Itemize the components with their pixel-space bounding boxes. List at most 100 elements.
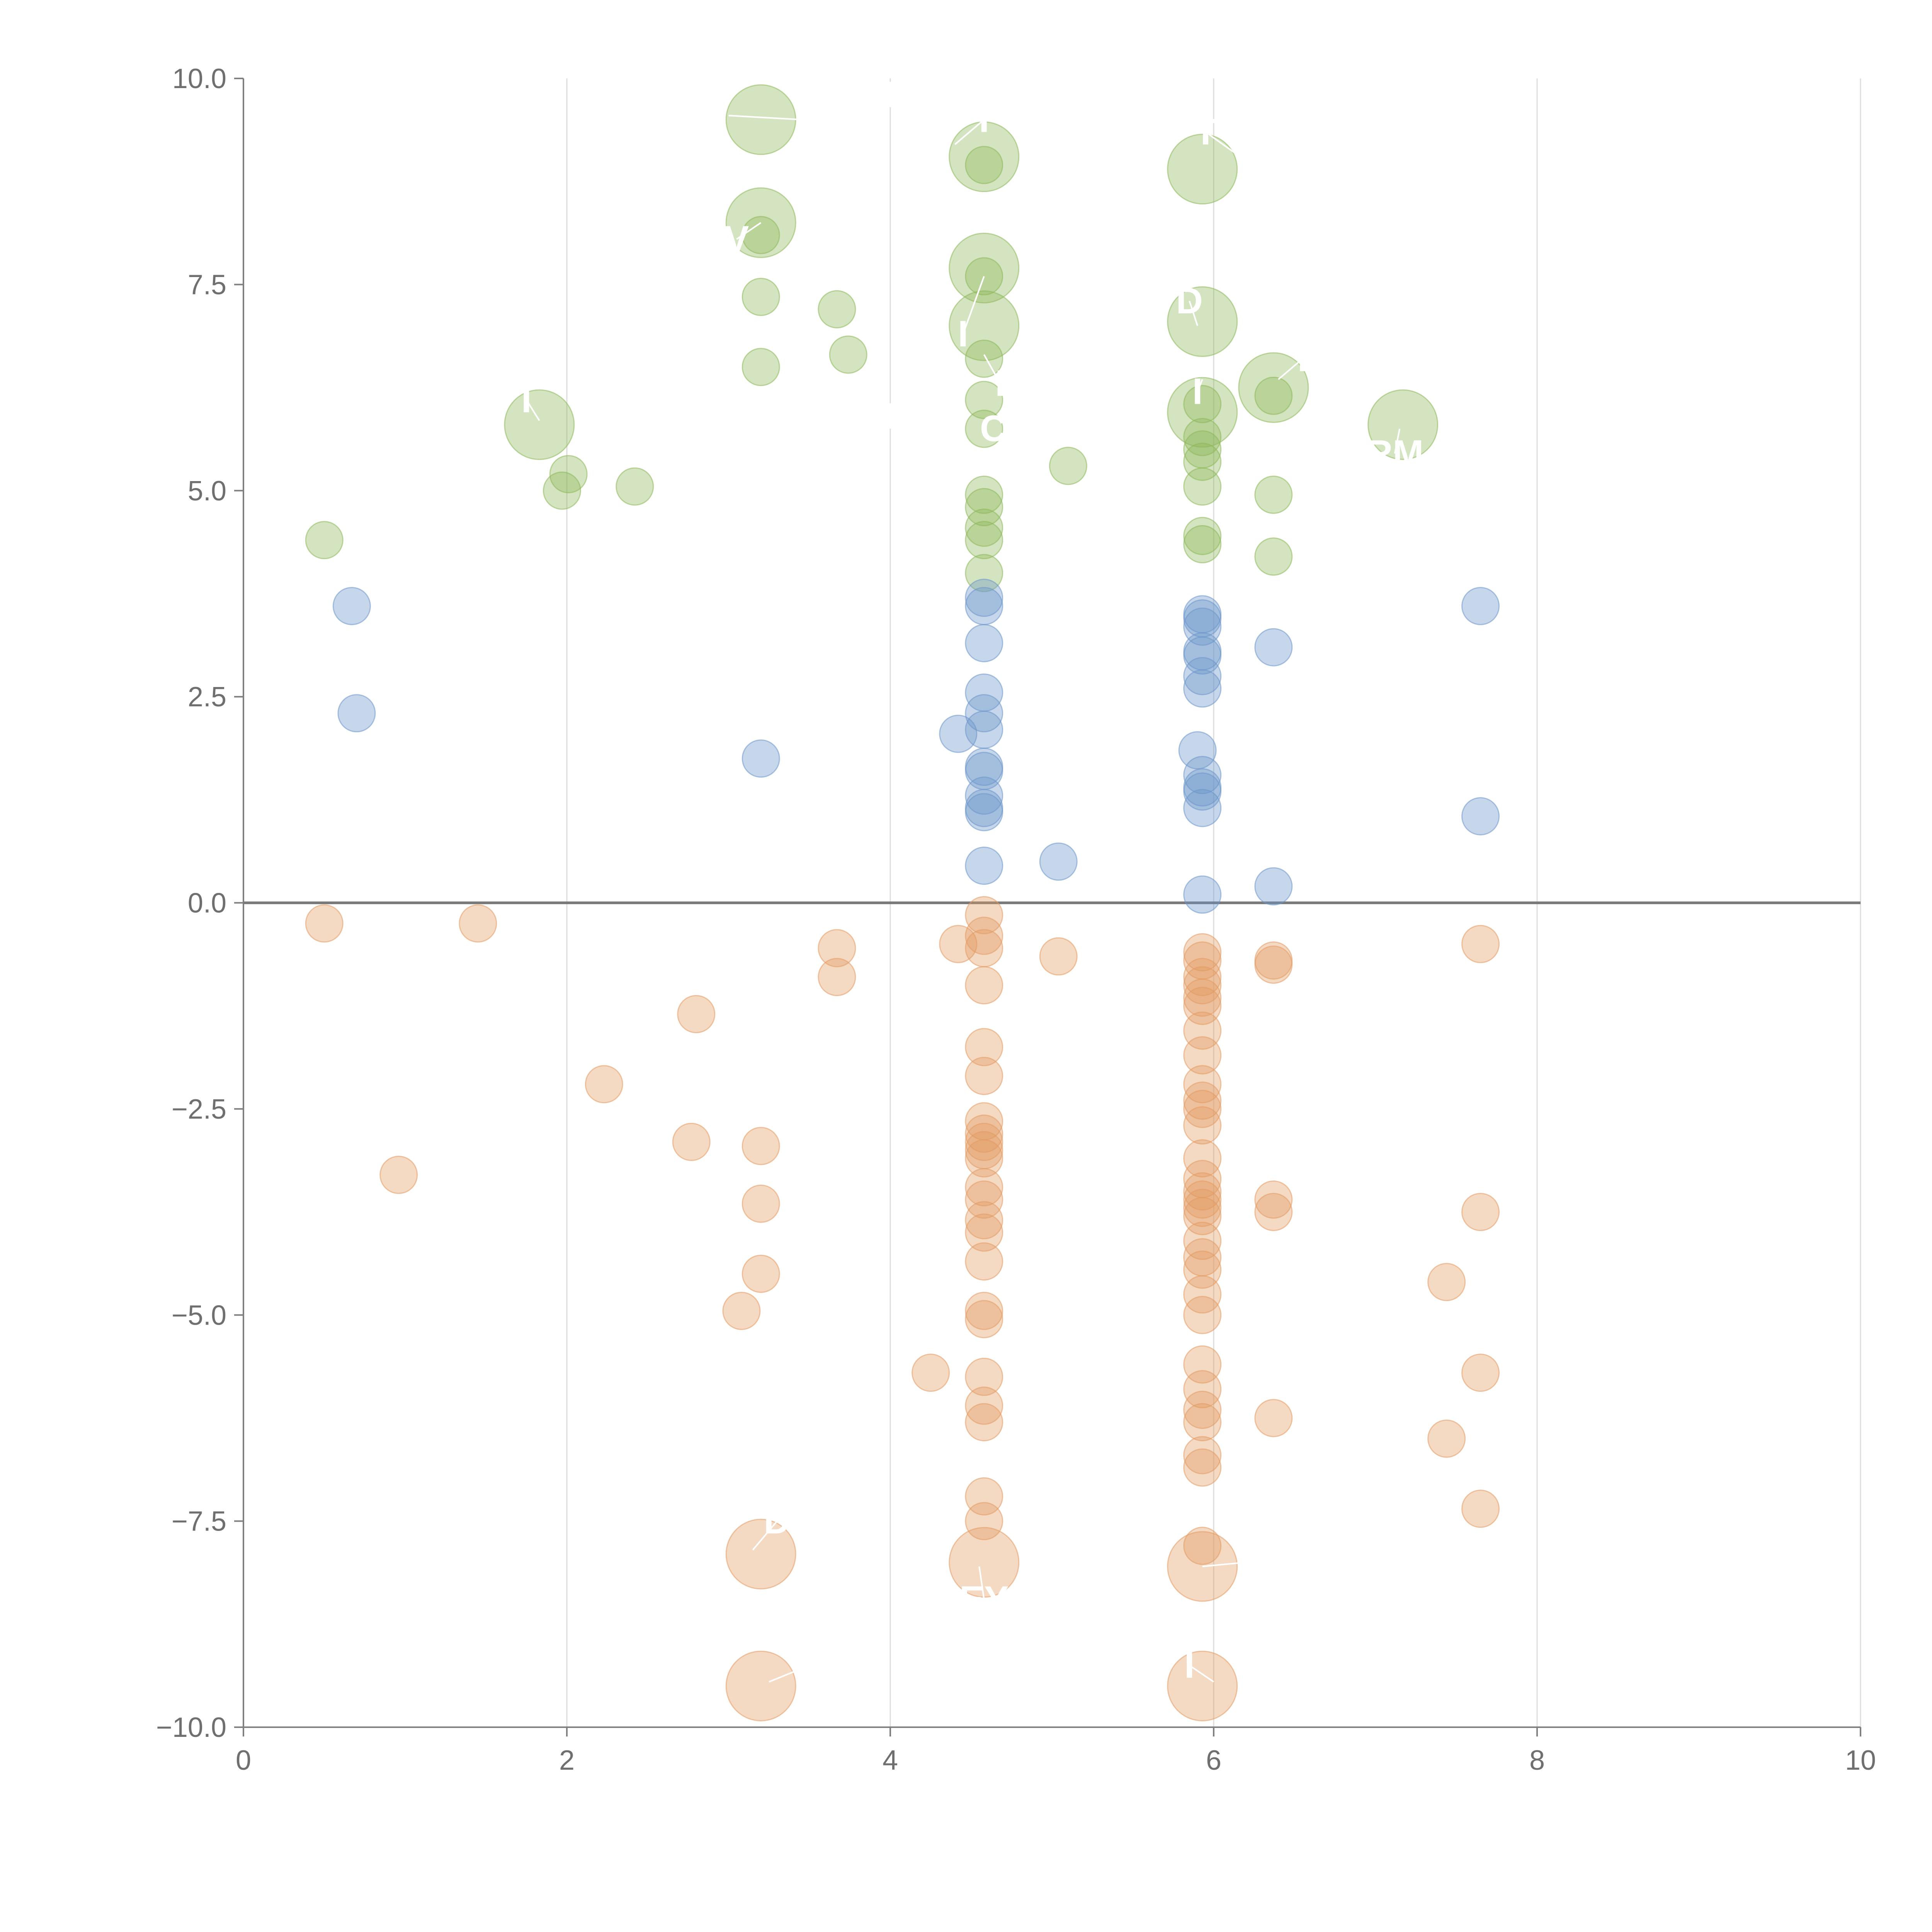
orange-bubble: [965, 966, 1003, 1005]
green-bubble: [965, 381, 1003, 419]
blue-bubble: [965, 578, 1003, 617]
orange-bubble: [965, 917, 1003, 955]
orange-bubble: [1183, 1296, 1222, 1334]
orange-bubble: [965, 1292, 1003, 1330]
green-bubble: [965, 475, 1003, 514]
orange-bubble: [1461, 1193, 1500, 1231]
green-bubble: [1367, 389, 1439, 460]
orange-bubble: [1183, 1106, 1222, 1145]
annotation-label: V: [724, 218, 749, 260]
orange-bubble: [965, 1180, 1003, 1219]
orange-bubble: [965, 1122, 1003, 1161]
orange-bubble: [725, 1519, 796, 1590]
orange-bubble: [1183, 978, 1222, 1017]
green-bubble: [965, 509, 1003, 547]
orange-bubble: [722, 1292, 761, 1330]
orange-bubble: [1183, 958, 1222, 997]
orange-bubble: [379, 1156, 418, 1194]
orange-bubble: [1183, 1391, 1222, 1429]
annotation-label: T: [1194, 111, 1217, 153]
orange-bubble: [1461, 1490, 1500, 1528]
orange-bubble: [1427, 1419, 1466, 1458]
blue-bubble: [1183, 756, 1222, 794]
blue-bubble: [742, 739, 780, 778]
orange-bubble: [1254, 1180, 1293, 1219]
blue-bubble: [1183, 657, 1222, 696]
annotation-label: I: [1241, 1541, 1251, 1583]
x-tick-label: 4: [883, 1745, 898, 1776]
green-bubble: [1167, 134, 1238, 205]
green-bubble: [1049, 447, 1087, 485]
orange-bubble: [1461, 1354, 1500, 1392]
green-bubble: [1183, 467, 1222, 506]
orange-bubble: [965, 1386, 1003, 1425]
blue-bubble: [332, 587, 371, 625]
orange-bubble: [1183, 1275, 1222, 1314]
orange-bubble: [965, 1139, 1003, 1178]
orange-bubble: [1254, 1193, 1293, 1231]
green-bubble: [543, 471, 581, 510]
annotation-leader-line: [962, 276, 985, 335]
orange-bubble: [1183, 1436, 1222, 1475]
green-bubble: [1167, 286, 1238, 357]
orange-bubble: [1183, 1221, 1222, 1260]
orange-bubble: [742, 1127, 780, 1165]
orange-bubble: [1183, 1180, 1222, 1219]
annotation-leader-line: [978, 1566, 985, 1600]
annotation-leader-line: [526, 400, 540, 421]
orange-bubble: [1427, 1263, 1466, 1301]
green-bubble: [1183, 525, 1222, 563]
orange-bubble: [965, 1357, 1003, 1396]
blue-bubble: [1183, 636, 1222, 675]
orange-bubble: [1167, 1531, 1238, 1602]
y-tick-label: 10.0: [172, 63, 226, 94]
y-tick-label: −5.0: [172, 1300, 226, 1331]
green-bubble: [616, 467, 654, 506]
orange-bubble: [725, 1650, 796, 1721]
blue-bubble: [1461, 797, 1500, 835]
blue-bubble: [1254, 628, 1293, 667]
annotation-label: I: [1184, 1645, 1195, 1686]
annotation-label: I: [804, 1645, 815, 1686]
orange-bubble: [818, 958, 856, 997]
y-tick-label: 5.0: [188, 476, 226, 507]
y-tick-label: −7.5: [172, 1506, 226, 1537]
orange-bubble: [818, 929, 856, 968]
blue-bubble: [1183, 789, 1222, 827]
orange-bubble: [1254, 1399, 1293, 1437]
orange-bubble: [1183, 1527, 1222, 1565]
annotation-leader-line: [1394, 429, 1401, 454]
green-bubble: [1254, 537, 1293, 576]
annotation-label: I: [521, 379, 532, 420]
x-tick-label: 0: [236, 1745, 251, 1776]
orange-bubble: [459, 904, 497, 943]
x-tick-label: 8: [1529, 1745, 1545, 1776]
blue-bubble: [1183, 772, 1222, 811]
annotation-leader-line: [728, 115, 801, 121]
blue-bubble: [337, 694, 376, 733]
orange-bubble: [965, 1057, 1003, 1095]
annotation-leader-line: [954, 119, 985, 145]
orange-bubble: [742, 1184, 780, 1223]
green-bubble: [549, 455, 588, 493]
blue-bubble: [1039, 842, 1078, 881]
annotation-label: I: [995, 362, 1005, 404]
green-bubble: [965, 488, 1003, 526]
orange-bubble: [965, 1300, 1003, 1338]
blue-bubble: [965, 793, 1003, 832]
annotation-label: I: [796, 99, 806, 140]
green-bubble: [1183, 385, 1222, 423]
green-bubble: [965, 146, 1003, 184]
orange-bubble: [1461, 925, 1500, 963]
annotation-label: I: [979, 99, 989, 140]
blue-bubble: [965, 694, 1003, 733]
annotation-label: I: [1298, 338, 1308, 379]
green-bubble: [305, 521, 344, 560]
y-tick-label: 7.5: [188, 269, 226, 300]
green-bubble: [725, 84, 796, 155]
x-tick-label: 10: [1845, 1745, 1876, 1776]
green-bubble: [1254, 475, 1293, 514]
green-bubble: [818, 290, 856, 328]
green-bubble: [504, 389, 575, 460]
